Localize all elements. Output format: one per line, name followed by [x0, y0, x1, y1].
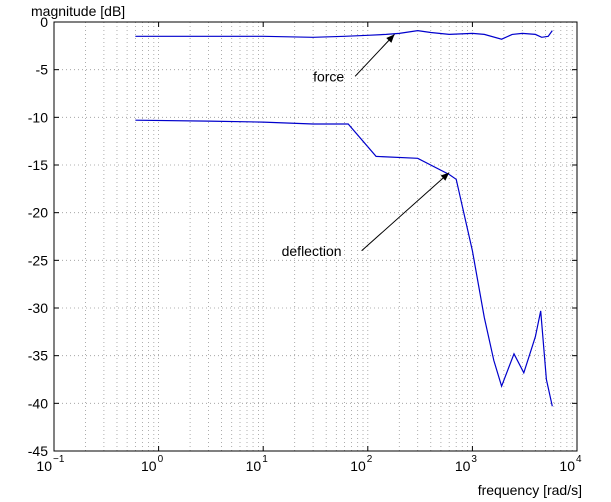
y-tick-labels: 0 -5 -10 -15 -20 -25 -30 -35 -40 -45: [28, 14, 48, 459]
x-tick-exponent: 1: [262, 454, 268, 465]
y-tick-label: -15: [28, 157, 48, 173]
y-tick-label: -40: [28, 395, 48, 411]
grid: [54, 22, 577, 451]
y-tick-label: -10: [28, 109, 48, 125]
x-tick-exponent: 4: [576, 454, 582, 465]
y-tick-label: -45: [28, 443, 48, 459]
x-tick-label: 10 −1: [36, 454, 64, 474]
x-tick-base: 10: [36, 458, 52, 474]
x-tick-base: 10: [246, 458, 262, 474]
x-tick-labels: 10 −1 10 0 10 1 10 2 10 3 10 4: [36, 454, 582, 474]
y-tick-label: -20: [28, 205, 48, 221]
x-tick-base: 10: [350, 458, 366, 474]
x-tick-label: 10 2: [350, 454, 373, 474]
annotation-arrowhead: [440, 172, 450, 181]
plot-frame: [53, 21, 578, 452]
annotation-force: force: [313, 68, 344, 84]
annotations: force deflection: [282, 34, 450, 259]
series-lines: [135, 29, 553, 407]
x-tick-exponent: 3: [471, 454, 477, 465]
x-tick-exponent: 0: [158, 454, 164, 465]
x-tick-label: 10 3: [455, 454, 478, 474]
annotation-arrow-line: [354, 34, 395, 77]
x-tick-exponent: −1: [53, 454, 65, 465]
x-tick-exponent: 2: [367, 454, 373, 465]
annotation-arrow-line: [361, 172, 450, 252]
series-line-deflection: [135, 119, 553, 407]
x-tick-base: 10: [559, 458, 575, 474]
annotation-deflection: deflection: [282, 243, 342, 259]
x-tick-label: 10 4: [559, 454, 582, 474]
x-tick-base: 10: [141, 458, 157, 474]
y-axis-label: magnitude [dB]: [31, 3, 125, 19]
y-tick-label: -5: [36, 62, 49, 78]
y-tick-label: -35: [28, 348, 48, 364]
series-line-force: [135, 29, 553, 40]
annotation-arrowhead: [386, 34, 395, 43]
tick-marks: [53, 21, 578, 452]
y-tick-label: -30: [28, 300, 48, 316]
x-tick-label: 10 1: [246, 454, 269, 474]
y-tick-label: -25: [28, 252, 48, 268]
y-tick-label: 0: [40, 14, 48, 30]
x-tick-base: 10: [455, 458, 471, 474]
x-tick-label: 10 0: [141, 454, 164, 474]
x-axis-label: frequency [rad/s]: [478, 482, 582, 498]
